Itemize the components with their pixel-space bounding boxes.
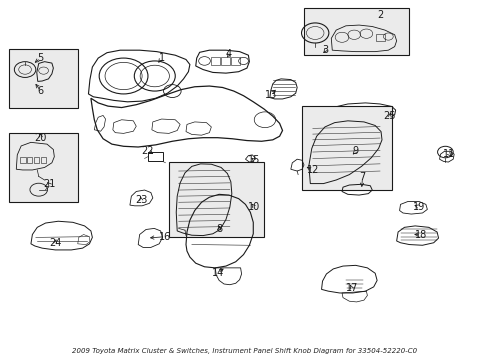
Text: 14: 14 [211, 268, 224, 278]
Text: 20: 20 [35, 133, 47, 143]
Bar [375, 35, 384, 41]
Bar [27, 157, 32, 163]
Text: 6: 6 [38, 86, 43, 96]
Bar [34, 157, 39, 163]
Text: 4: 4 [225, 49, 231, 59]
Text: 7: 7 [359, 172, 365, 182]
Bar [302, 106, 391, 190]
Text: 13: 13 [264, 90, 277, 100]
Bar [9, 134, 78, 202]
Text: 3: 3 [322, 45, 328, 55]
Text: 9: 9 [352, 146, 358, 156]
Text: 24: 24 [49, 238, 61, 248]
Text: 22: 22 [142, 145, 154, 156]
Text: 25: 25 [383, 111, 395, 121]
Text: 18: 18 [414, 230, 426, 239]
Bar [221, 57, 229, 65]
Bar [41, 157, 46, 163]
Text: 21: 21 [43, 179, 56, 189]
Text: 23: 23 [135, 195, 147, 205]
Text: 16: 16 [159, 232, 171, 242]
Text: 2009 Toyota Matrix Cluster & Switches, Instrument Panel Shift Knob Diagram for 3: 2009 Toyota Matrix Cluster & Switches, I… [72, 348, 416, 354]
Text: 11: 11 [442, 149, 454, 159]
Text: 10: 10 [247, 202, 260, 212]
Text: 19: 19 [412, 202, 425, 212]
Bar [20, 157, 25, 163]
Bar [304, 8, 408, 55]
Text: 8: 8 [216, 225, 222, 234]
Bar [211, 57, 220, 65]
Bar [9, 49, 78, 108]
Text: 15: 15 [247, 155, 260, 165]
Bar [168, 162, 264, 237]
Text: 5: 5 [38, 53, 44, 63]
Text: 1: 1 [158, 53, 164, 63]
Text: 2: 2 [376, 10, 383, 20]
Bar [230, 57, 239, 65]
Text: 12: 12 [306, 165, 318, 175]
Bar [148, 152, 162, 161]
Text: 17: 17 [345, 283, 357, 293]
